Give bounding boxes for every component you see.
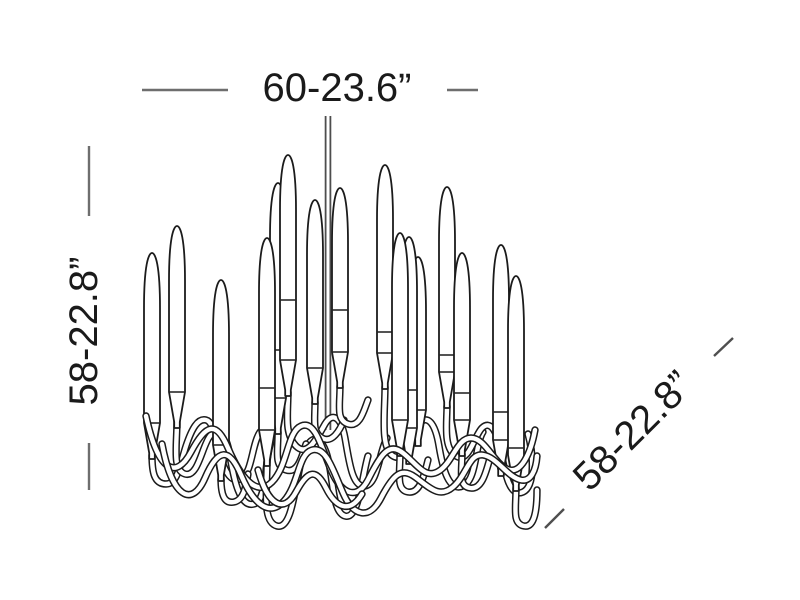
depth-dim-tick-upper [713, 337, 734, 357]
candle-2 [279, 154, 297, 397]
candle-13 [438, 186, 456, 409]
arm-tube-back-13-core [513, 485, 540, 529]
width-dimension-label: 60-23.6” [262, 66, 412, 110]
candle-8 [331, 187, 349, 389]
candle-15 [492, 244, 510, 477]
candle-14 [453, 252, 471, 457]
candle-12 [391, 232, 409, 457]
arm-tube-back-12-core [459, 451, 493, 491]
candle-5 [168, 225, 186, 429]
candle-9 [376, 164, 394, 390]
arm-tube-front-2-core [159, 441, 540, 516]
candle-4 [143, 252, 161, 460]
height-dimension-label: 58-22.8” [62, 256, 106, 406]
arm-tube-front-3-core [255, 467, 365, 509]
arm-tube-back-8-core [337, 383, 371, 427]
candle-3 [258, 237, 276, 467]
depth-dim-tick-lower [544, 508, 565, 529]
candle-7 [306, 199, 324, 405]
